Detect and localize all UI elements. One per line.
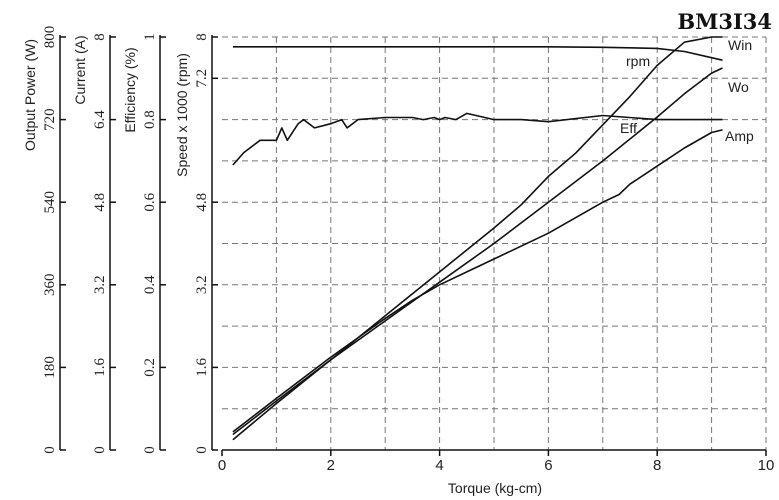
y-tick-label: 1.6 (194, 358, 210, 377)
series-line-wo (232, 67, 723, 436)
y-tick-label: 0 (42, 446, 58, 454)
y-tick-label: 540 (42, 191, 58, 214)
y-tick-label: 8 (92, 33, 108, 41)
y-tick-label: 4.8 (92, 193, 108, 212)
labels-layer: Win Wo Amp Eff rpm (620, 37, 754, 144)
series-line-win (232, 36, 723, 441)
y-tick-label: 720 (42, 108, 58, 131)
y-axis-title: Output Power (W) (22, 39, 38, 151)
y-tick-label: 8 (194, 33, 210, 41)
y-tick-label: 0 (194, 446, 210, 454)
y-tick-label: 0 (92, 446, 108, 454)
y-axis-title: Current (A) (72, 35, 88, 104)
x-tick-label: 2 (327, 457, 335, 474)
y-tick-label: 800 (42, 26, 58, 49)
x-tick-label: 0 (218, 457, 226, 474)
y-tick-label: 0.6 (142, 192, 158, 211)
y-axis-title: Speed x 1000 (rpm) (174, 53, 190, 177)
x-tick-label: 8 (653, 457, 661, 474)
y-tick-label: 7.2 (194, 69, 210, 88)
series-label-amp: Amp (725, 128, 754, 144)
y-tick-label: 3.2 (194, 275, 210, 294)
y-tick-label: 1.6 (92, 358, 108, 377)
series-line-rpm (232, 46, 723, 61)
y-tick-label: 3.2 (92, 275, 108, 294)
x-tick-label: 10 (758, 457, 775, 474)
x-tick-label: 6 (544, 457, 552, 474)
y-tick-label: 180 (42, 356, 58, 379)
y-tick-label: 0.8 (142, 110, 158, 129)
y-tick-label: 1 (142, 33, 158, 41)
series-line-eff (232, 112, 723, 166)
series-label-win: Win (728, 37, 752, 53)
series-label-wo: Wo (728, 79, 749, 95)
y-tick-label: 0.2 (142, 358, 158, 377)
x-tick-label: 4 (435, 457, 443, 474)
chart-title: BM3I34 (677, 9, 772, 34)
series-label-rpm: rpm (626, 53, 650, 69)
y-tick-label: 4.8 (194, 193, 210, 212)
y-tick-label: 6.4 (92, 110, 108, 129)
x-axis-title: Torque (kg-cm) (448, 480, 542, 496)
y-tick-label: 360 (42, 274, 58, 297)
y-tick-label: 0 (142, 446, 158, 454)
series-layer (232, 36, 723, 441)
y-tick-label: 0.4 (142, 275, 158, 294)
y-axis-title: Efficiency (%) (122, 47, 138, 132)
series-label-eff: Eff (620, 120, 637, 136)
series-line-amp (232, 129, 723, 433)
